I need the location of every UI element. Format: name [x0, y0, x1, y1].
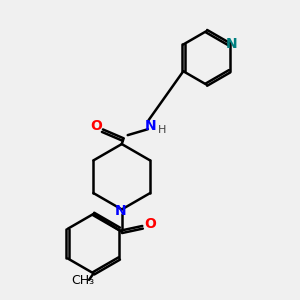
Text: N: N [225, 38, 237, 52]
Text: H: H [158, 125, 166, 135]
Text: N: N [115, 204, 126, 218]
Text: CH₃: CH₃ [72, 274, 95, 287]
Text: O: O [144, 217, 156, 231]
Text: N: N [145, 119, 157, 133]
Text: O: O [91, 119, 102, 133]
